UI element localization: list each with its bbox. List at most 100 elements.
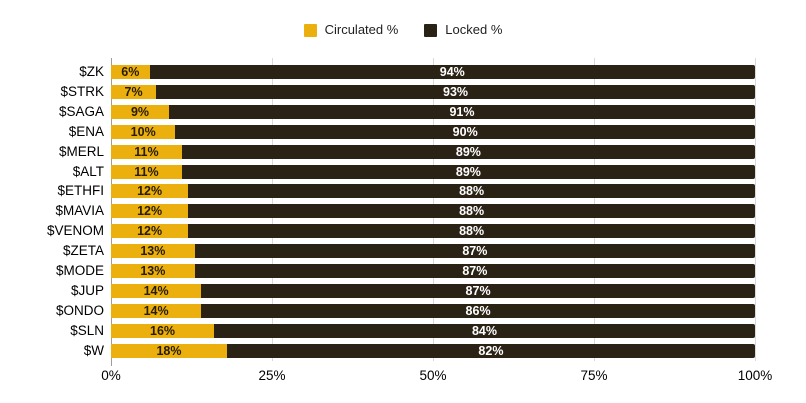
chart-row: 6% 94%: [111, 65, 755, 79]
x-tick-label: 0%: [101, 368, 121, 383]
gridline: [754, 58, 756, 361]
locked-value-label: 88%: [459, 224, 485, 239]
locked-bar-segment: 89%: [181, 144, 755, 159]
circulated-value-label: 12%: [137, 224, 163, 239]
locked-bar-segment: 87%: [194, 244, 755, 259]
chart-row: 13% 87%: [111, 264, 755, 278]
circulated-bar-segment: 10%: [111, 124, 176, 139]
chart-row: 14% 86%: [111, 303, 755, 318]
category-label: $ZETA: [62, 243, 104, 259]
circulated-bar-segment: 13%: [111, 244, 195, 259]
locked-value-label: 88%: [459, 184, 485, 199]
locked-bar-segment: 88%: [188, 224, 755, 239]
circulated-value-label: 12%: [137, 204, 163, 219]
circulated-value-label: 14%: [143, 303, 169, 318]
circulated-value-label: 6%: [121, 65, 140, 79]
category-label: $SAGA: [58, 103, 104, 119]
circulated-bar-segment: 14%: [111, 283, 202, 298]
plot-area: 6% 94% 7% 93% 9% 91% 10% 90% 11% 89% 11% 89% 12% 88% 1…: [110, 58, 756, 366]
circulated-value-label: 11%: [134, 144, 159, 159]
chart-row: 12% 88%: [111, 204, 755, 219]
circulated-value-label: 9%: [130, 104, 150, 119]
locked-bar-segment: 89%: [181, 164, 755, 179]
locked-value-label: 89%: [455, 164, 481, 179]
category-label: $MAVIA: [55, 203, 104, 219]
locked-value-label: 84%: [471, 323, 498, 338]
chart-row: 11% 89%: [111, 144, 755, 159]
circulated-legend-swatch: [303, 23, 317, 37]
locked-bar-segment: 82%: [226, 343, 755, 358]
category-label: $ZK: [79, 64, 104, 79]
locked-value-label: 87%: [462, 244, 488, 259]
locked-bar-segment: 88%: [188, 184, 755, 199]
circulated-bar-segment: 7%: [111, 84, 157, 99]
locked-bar-segment: 90%: [175, 124, 755, 139]
category-label: $JUP: [70, 282, 104, 298]
locked-value-label: 87%: [465, 283, 491, 298]
x-tick-label: 100%: [737, 368, 773, 383]
locked-value-label: 87%: [462, 264, 488, 278]
locked-bar-segment: 93%: [156, 84, 755, 99]
locked-bar-segment: 87%: [194, 264, 755, 278]
locked-bar-segment: 88%: [188, 204, 755, 219]
circulated-bar-segment: 18%: [111, 343, 227, 358]
circulated-value-label: 13%: [140, 264, 166, 278]
chart-legend: Circulated % Locked %: [0, 23, 806, 37]
circulated-bar-segment: 13%: [111, 264, 195, 278]
circulated-value-label: 18%: [156, 343, 182, 358]
category-label: $VENOM: [46, 223, 104, 239]
x-tick-label: 50%: [419, 368, 447, 383]
circulated-value-label: 13%: [140, 244, 166, 259]
category-label: $MERL: [58, 143, 104, 159]
circulated-legend-label: Circulated %: [324, 22, 399, 37]
chart-row: 11% 89%: [111, 164, 755, 179]
circulated-bar-segment: 6%: [111, 65, 150, 79]
chart-row: 13% 87%: [111, 244, 755, 259]
locked-bar-segment: 87%: [201, 283, 755, 298]
locked-bar-segment: 84%: [214, 323, 755, 338]
locked-bar-segment: 86%: [201, 303, 755, 318]
category-label: $ETHFI: [57, 183, 104, 199]
circulated-value-label: 7%: [124, 84, 143, 99]
circulated-bar-segment: 12%: [111, 184, 189, 199]
locked-value-label: 86%: [465, 303, 491, 318]
circulated-value-label: 12%: [137, 184, 163, 199]
locked-value-label: 93%: [443, 84, 469, 99]
chart-row: 12% 88%: [111, 184, 755, 199]
locked-bar-segment: 94%: [149, 65, 755, 79]
chart-row: 14% 87%: [111, 283, 755, 298]
locked-legend-swatch: [424, 23, 438, 37]
circulated-value-label: 16%: [150, 323, 176, 338]
chart-row: 9% 91%: [111, 104, 755, 119]
circulated-value-label: 14%: [143, 283, 169, 298]
circulated-bar-segment: 11%: [111, 144, 182, 159]
category-label: $STRK: [60, 83, 104, 99]
circulated-bar-segment: 12%: [111, 224, 189, 239]
category-label: $ALT: [72, 163, 104, 179]
locked-value-label: 90%: [452, 124, 478, 139]
legend-item-locked: Locked %: [424, 23, 502, 37]
locked-value-label: 88%: [459, 204, 485, 219]
x-tick-label: 75%: [580, 368, 608, 383]
chart-row: 10% 90%: [111, 124, 755, 139]
chart-row: 7% 93%: [111, 84, 755, 99]
locked-value-label: 94%: [439, 65, 465, 79]
circulated-bar-segment: 14%: [111, 303, 202, 318]
circulated-bar-segment: 11%: [111, 164, 182, 179]
chart-row: 12% 88%: [111, 224, 755, 239]
category-label: $ONDO: [55, 302, 104, 318]
category-label: $ENA: [68, 123, 104, 139]
category-label: $MODE: [55, 263, 104, 278]
circulated-bar-segment: 9%: [111, 104, 169, 119]
locked-legend-label: Locked %: [445, 22, 503, 37]
locked-value-label: 89%: [455, 144, 481, 159]
category-label: $W: [83, 342, 104, 358]
chart-row: 16% 84%: [111, 323, 755, 338]
locked-bar-segment: 91%: [168, 104, 755, 119]
legend-item-circulated: Circulated %: [303, 22, 399, 37]
circulated-value-label: 10%: [130, 124, 156, 139]
category-label: $SLN: [70, 322, 104, 338]
locked-value-label: 82%: [478, 343, 504, 358]
chart-row: 18% 82%: [111, 343, 755, 358]
